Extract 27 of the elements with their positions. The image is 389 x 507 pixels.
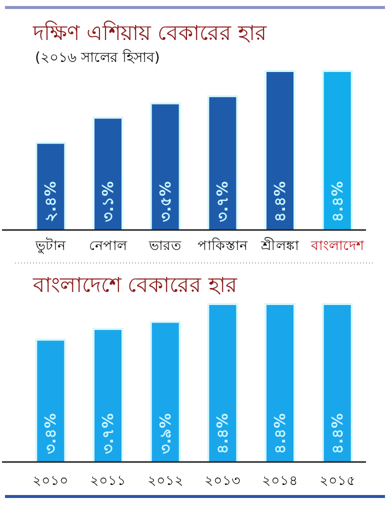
- data-label: ৩.১%: [99, 181, 117, 222]
- x-tick-label: ২০১২: [147, 473, 184, 489]
- chart-subtitle: (২০১৬ সালের হিসাব): [35, 49, 160, 66]
- chart-title: দক্ষিণ এশিয়ায় বেকারের হার: [32, 21, 268, 45]
- data-label: ৪.৪%: [328, 181, 346, 222]
- data-label: ৪.৪%: [271, 413, 289, 454]
- data-label: ৩.৪%: [42, 413, 60, 454]
- x-tick-label: ২০১৩: [204, 473, 241, 489]
- data-label: ২.৪%: [42, 181, 60, 222]
- x-tick-label: ২০১১: [90, 473, 126, 489]
- data-label: ৪.৪%: [214, 413, 232, 454]
- x-tick-label: শ্রীলঙ্কা: [260, 237, 300, 254]
- x-tick-label: ভুটান: [34, 237, 67, 254]
- x-tick-label: ২০১৫: [319, 473, 356, 489]
- x-tick-label: ২০১৪: [262, 473, 298, 489]
- x-tick-label: ২০১০: [32, 473, 69, 489]
- data-label: ৩.৭%: [214, 181, 232, 222]
- data-label: ৪.৪%: [328, 413, 346, 454]
- x-tick-label: বাংলাদেশ: [310, 238, 365, 254]
- data-label: ৪.৪%: [271, 181, 289, 222]
- x-tick-label: নেপাল: [89, 238, 128, 254]
- data-label: ৩.৯%: [156, 413, 174, 454]
- x-tick-label: ভারত: [148, 238, 182, 254]
- data-label: ৩.৭%: [99, 413, 117, 454]
- data-label: ৩.৫%: [156, 181, 174, 222]
- x-tick-label: পাকিস্তান: [198, 237, 249, 254]
- chart-title: বাংলাদেশে বেকারের হার: [32, 273, 238, 297]
